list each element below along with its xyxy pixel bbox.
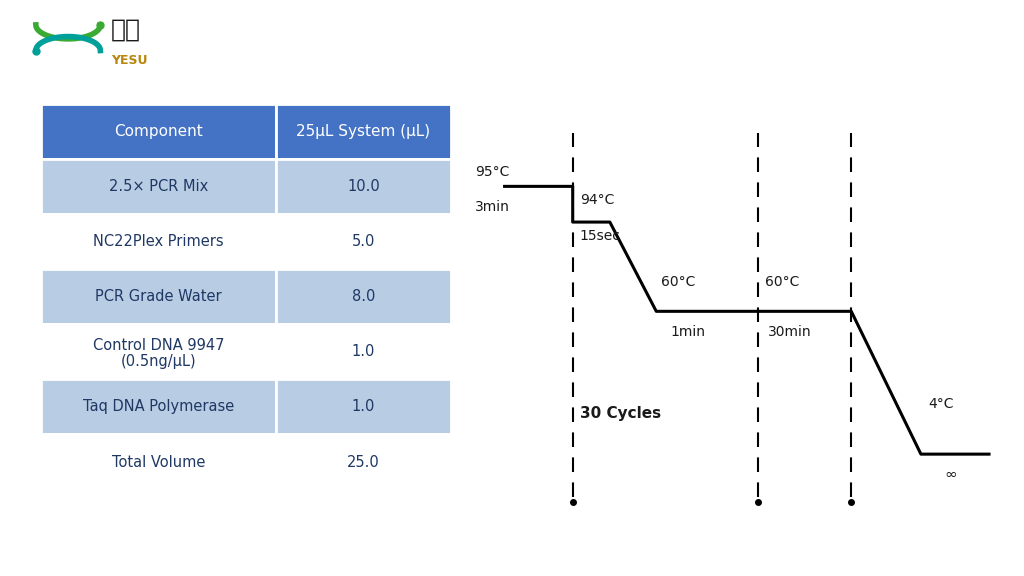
Text: 30min: 30min <box>768 325 811 339</box>
Text: Taq DNA Polymerase: Taq DNA Polymerase <box>83 399 234 414</box>
Text: 1.0: 1.0 <box>352 344 375 359</box>
FancyBboxPatch shape <box>41 434 276 490</box>
FancyBboxPatch shape <box>276 269 451 324</box>
Text: 25μL System (μL): 25μL System (μL) <box>297 124 430 139</box>
Text: ∞: ∞ <box>944 467 956 482</box>
FancyBboxPatch shape <box>41 380 276 434</box>
Text: 30 Cycles: 30 Cycles <box>580 407 660 422</box>
Text: PCR Grade Water: PCR Grade Water <box>95 289 222 304</box>
Text: Control DNA 9947: Control DNA 9947 <box>93 338 224 353</box>
FancyBboxPatch shape <box>41 104 276 159</box>
Text: 60°C: 60°C <box>660 275 695 289</box>
Text: NC22Plex Primers: NC22Plex Primers <box>93 234 224 249</box>
Text: 2.3 Reaction System and Procedures of NC22Plex STR Detection Kit: 2.3 Reaction System and Procedures of NC… <box>197 29 1024 49</box>
Text: Component: Component <box>115 124 203 139</box>
Text: 10.0: 10.0 <box>347 179 380 194</box>
Text: (0.5ng/μL): (0.5ng/μL) <box>121 354 197 369</box>
FancyBboxPatch shape <box>276 104 451 159</box>
FancyBboxPatch shape <box>276 214 451 269</box>
Text: 3min: 3min <box>475 200 510 214</box>
Text: YESU: YESU <box>111 54 147 67</box>
Text: 1min: 1min <box>670 325 706 339</box>
FancyBboxPatch shape <box>41 324 276 380</box>
FancyBboxPatch shape <box>41 159 276 214</box>
FancyBboxPatch shape <box>276 159 451 214</box>
Text: 4°C: 4°C <box>928 397 953 411</box>
Text: 95°C: 95°C <box>475 165 510 179</box>
FancyBboxPatch shape <box>41 269 276 324</box>
Text: Total Volume: Total Volume <box>112 454 206 469</box>
Text: 8.0: 8.0 <box>352 289 375 304</box>
Text: 15sec: 15sec <box>580 229 621 243</box>
Text: 沿滯: 沿滯 <box>111 17 141 41</box>
FancyBboxPatch shape <box>276 324 451 380</box>
Text: 60°C: 60°C <box>765 275 800 289</box>
FancyBboxPatch shape <box>276 380 451 434</box>
Text: 2.5× PCR Mix: 2.5× PCR Mix <box>110 179 208 194</box>
FancyBboxPatch shape <box>41 214 276 269</box>
Text: 25.0: 25.0 <box>347 454 380 469</box>
Text: 94°C: 94°C <box>580 193 614 207</box>
FancyBboxPatch shape <box>276 434 451 490</box>
Text: 1.0: 1.0 <box>352 399 375 414</box>
Text: 5.0: 5.0 <box>352 234 375 249</box>
